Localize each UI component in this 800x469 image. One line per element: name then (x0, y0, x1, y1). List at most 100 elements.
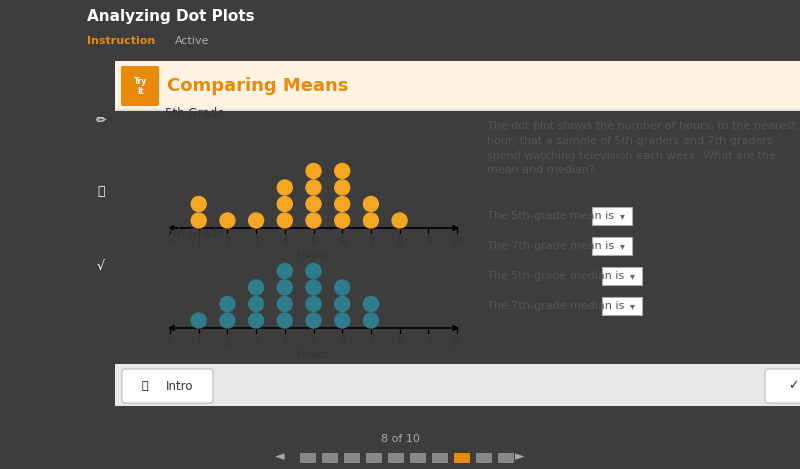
Circle shape (249, 313, 264, 328)
Text: 5th Grade: 5th Grade (165, 107, 225, 120)
Bar (115, 61, 800, 109)
Text: Intro: Intro (166, 379, 194, 393)
Bar (300, 453, 316, 463)
Text: 🎧: 🎧 (98, 184, 105, 197)
Bar (366, 453, 382, 463)
Text: ✓: ✓ (788, 379, 798, 393)
Text: 3: 3 (253, 337, 259, 347)
Circle shape (278, 180, 292, 195)
Text: 9: 9 (426, 237, 431, 247)
Circle shape (191, 197, 206, 212)
Circle shape (363, 296, 378, 311)
Text: 8: 8 (397, 237, 402, 247)
Text: 6: 6 (339, 337, 346, 347)
Circle shape (363, 213, 378, 228)
Text: 4: 4 (282, 237, 288, 247)
Text: The dot plot shows the number of hours, to the nearest
hour, that a sample of 5t: The dot plot shows the number of hours, … (487, 121, 796, 175)
Text: .: . (633, 241, 637, 251)
Circle shape (278, 264, 292, 279)
Text: It: It (137, 86, 143, 96)
Circle shape (334, 164, 350, 179)
Text: ▾: ▾ (621, 241, 626, 251)
Bar (476, 453, 492, 463)
Bar (432, 453, 448, 463)
Circle shape (334, 180, 350, 195)
Circle shape (363, 313, 378, 328)
Bar (388, 453, 404, 463)
Text: 7: 7 (368, 237, 374, 247)
FancyBboxPatch shape (121, 66, 159, 106)
Text: Comparing Means: Comparing Means (167, 77, 348, 95)
FancyBboxPatch shape (592, 237, 632, 255)
Circle shape (220, 296, 235, 311)
Text: 0: 0 (167, 237, 173, 247)
Text: 3: 3 (253, 237, 259, 247)
Text: .: . (633, 211, 637, 221)
Bar (87, 61, 115, 406)
Circle shape (306, 213, 321, 228)
Text: 8 of 10: 8 of 10 (381, 434, 419, 444)
Text: ▾: ▾ (630, 301, 635, 311)
Circle shape (249, 280, 264, 295)
Text: 9: 9 (426, 337, 431, 347)
Circle shape (363, 197, 378, 212)
Text: 10: 10 (451, 337, 463, 347)
Circle shape (334, 280, 350, 295)
Text: 6: 6 (339, 237, 346, 247)
FancyBboxPatch shape (122, 369, 213, 403)
Text: Instruction: Instruction (87, 36, 155, 46)
Bar (344, 453, 360, 463)
FancyBboxPatch shape (765, 369, 800, 403)
Circle shape (306, 164, 321, 179)
Circle shape (249, 296, 264, 311)
Text: 5: 5 (310, 237, 317, 247)
Circle shape (278, 280, 292, 295)
Text: 2: 2 (224, 337, 230, 347)
Circle shape (249, 213, 264, 228)
Bar (454, 453, 470, 463)
Text: 10: 10 (451, 237, 463, 247)
Text: Active: Active (175, 36, 210, 46)
Text: ►: ► (515, 451, 525, 463)
Circle shape (220, 213, 235, 228)
Circle shape (334, 313, 350, 328)
Circle shape (334, 197, 350, 212)
Text: 8: 8 (397, 337, 402, 347)
Bar (115, 109, 800, 111)
Text: 7th Grade: 7th Grade (165, 227, 225, 240)
Circle shape (278, 213, 292, 228)
Text: √: √ (97, 259, 105, 272)
FancyBboxPatch shape (592, 207, 632, 225)
Text: Hours: Hours (297, 350, 330, 360)
Circle shape (334, 213, 350, 228)
Text: .: . (642, 271, 646, 281)
Text: ▾: ▾ (630, 271, 635, 281)
Circle shape (278, 296, 292, 311)
Text: 7: 7 (368, 337, 374, 347)
Circle shape (306, 197, 321, 212)
Circle shape (278, 313, 292, 328)
Bar (322, 453, 338, 463)
Text: Analyzing Dot Plots: Analyzing Dot Plots (87, 9, 254, 24)
FancyBboxPatch shape (602, 267, 642, 285)
Text: ◄: ◄ (275, 451, 285, 463)
Circle shape (306, 296, 321, 311)
Text: The 7th-grade median is: The 7th-grade median is (487, 301, 624, 311)
Text: 4: 4 (282, 337, 288, 347)
Bar (115, 364, 800, 406)
Text: ▾: ▾ (621, 211, 626, 221)
Text: The 7th-grade mean is: The 7th-grade mean is (487, 241, 614, 251)
Circle shape (220, 313, 235, 328)
Text: Try: Try (134, 76, 146, 85)
Bar (498, 453, 514, 463)
Text: ✏: ✏ (96, 114, 106, 128)
Circle shape (306, 180, 321, 195)
Text: Hours: Hours (297, 250, 330, 260)
Circle shape (278, 197, 292, 212)
Text: 0: 0 (167, 337, 173, 347)
Text: 🔊: 🔊 (142, 381, 148, 391)
Bar (410, 453, 426, 463)
Text: 5: 5 (310, 337, 317, 347)
Circle shape (306, 313, 321, 328)
FancyBboxPatch shape (602, 297, 642, 315)
